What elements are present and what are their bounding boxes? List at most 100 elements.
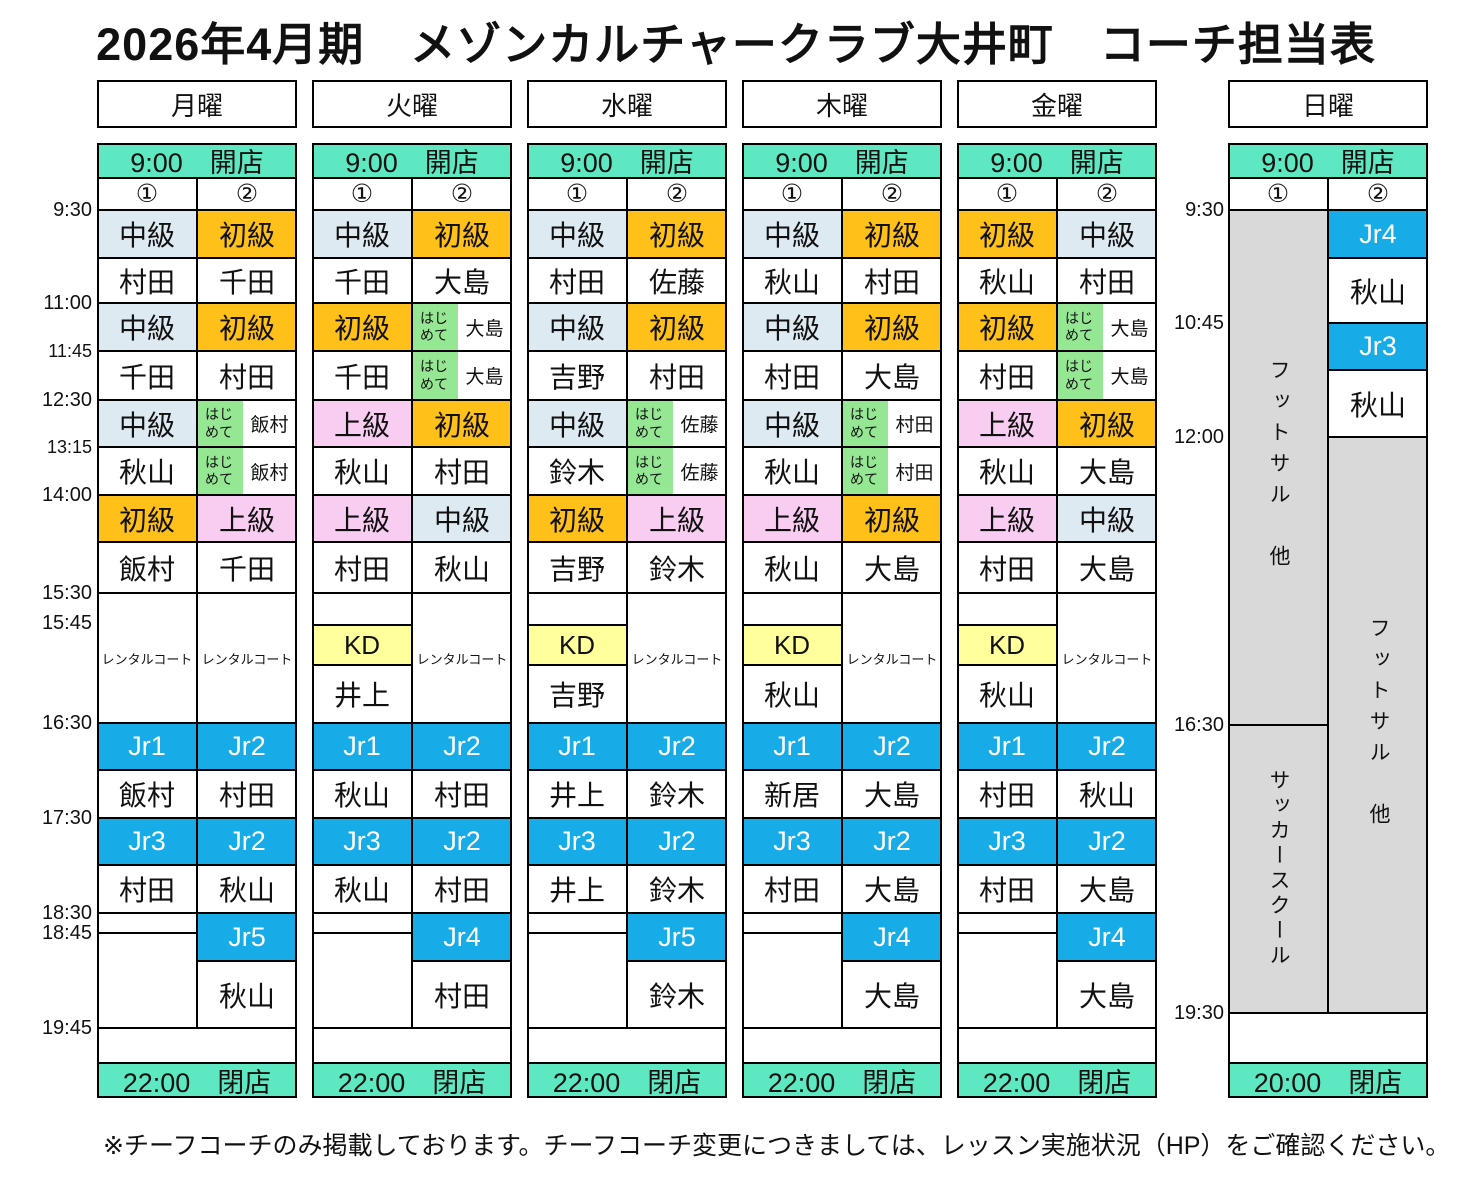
first-time-label: はじめて <box>1058 352 1103 399</box>
level-cell: Jr1 <box>742 723 842 770</box>
level-cell: 中級 <box>742 303 842 351</box>
time-label: 16:30 <box>41 712 92 734</box>
level-cell: 初級 <box>957 210 1057 258</box>
coach-cell: 鈴木 <box>627 961 727 1028</box>
coach-cell: 大島 <box>1057 961 1157 1028</box>
empty-cell <box>527 593 627 625</box>
empty-cell <box>957 933 1057 1028</box>
coach-cell: 村田 <box>412 770 512 818</box>
coach-cell: 村田 <box>957 351 1057 400</box>
coach-cell: 大島 <box>842 351 942 400</box>
empty-row <box>312 1028 512 1063</box>
coach-cell: 井上 <box>527 865 627 913</box>
level-cell: Jr1 <box>97 723 197 770</box>
time-label: 18:30 <box>41 902 92 924</box>
rental-court-cell: レンタルコート <box>97 593 197 723</box>
day-header: 水曜 <box>527 80 727 128</box>
coach-cell: 村田 <box>197 351 297 400</box>
level-cell: Jr3 <box>97 818 197 865</box>
time-label: 15:45 <box>41 612 92 634</box>
kd-cell: KD <box>742 625 842 665</box>
coach-cell: 秋山 <box>97 447 197 495</box>
coach-cell: 新居 <box>742 770 842 818</box>
coach-cell: 秋山 <box>957 665 1057 723</box>
rental-court-cell: レンタルコート <box>1057 593 1157 723</box>
coach-cell: 吉野 <box>527 542 627 593</box>
coach-cell: 秋山 <box>957 258 1057 303</box>
first-time-label: はじめて <box>628 448 673 494</box>
empty-cell <box>742 913 842 933</box>
sunday-activity-cell: フットサル 他 <box>1228 210 1328 725</box>
coach-cell: 大島 <box>842 865 942 913</box>
first-time-cell: はじめて 大島 <box>412 351 512 400</box>
time-label: 14:00 <box>41 484 92 506</box>
level-cell: Jr3 <box>1328 323 1428 370</box>
coach-cell: 千田 <box>197 542 297 593</box>
court-label: ② <box>1328 178 1428 210</box>
coach-name: 村田 <box>895 415 934 436</box>
level-cell: 初級 <box>312 303 412 351</box>
level-cell: 上級 <box>627 495 727 542</box>
time-label: 9:30 <box>53 199 92 221</box>
open-bar: 9:00 開店 <box>957 143 1157 178</box>
coach-cell: 井上 <box>312 665 412 723</box>
coach-cell: 秋山 <box>742 447 842 495</box>
coach-cell: 大島 <box>842 961 942 1028</box>
level-cell: 初級 <box>957 303 1057 351</box>
kd-cell: KD <box>312 625 412 665</box>
level-cell: 中級 <box>742 210 842 258</box>
rental-court-cell: レンタルコート <box>197 593 297 723</box>
level-cell: 中級 <box>527 400 627 447</box>
coach-cell: 村田 <box>412 865 512 913</box>
level-cell: 初級 <box>197 210 297 258</box>
day-table: 9:00 開店 ① ② 中級 千田 初級 千田 上級 秋山 上級 村田 KD 井上 Jr1 秋山 Jr3 秋山初… <box>312 143 512 1098</box>
coach-cell: 千田 <box>312 351 412 400</box>
level-cell: 初級 <box>412 400 512 447</box>
first-time-label: はじめて <box>413 352 458 399</box>
empty-cell <box>957 593 1057 625</box>
level-cell: 初級 <box>197 303 297 351</box>
court-label: ① <box>1228 178 1328 210</box>
level-cell: 中級 <box>1057 210 1157 258</box>
coach-cell: 大島 <box>1057 865 1157 913</box>
coach-cell: 秋山 <box>312 447 412 495</box>
level-cell: 初級 <box>97 495 197 542</box>
kd-cell: KD <box>527 625 627 665</box>
court-label: ② <box>627 178 727 210</box>
coach-name: 飯村 <box>250 462 289 484</box>
empty-row <box>957 1028 1157 1063</box>
empty-cell <box>527 913 627 933</box>
coach-cell: 大島 <box>842 542 942 593</box>
first-time-label: はじめて <box>843 401 888 446</box>
close-bar: 22:00 閉店 <box>97 1063 297 1098</box>
empty-cell <box>742 933 842 1028</box>
coach-cell: 秋山 <box>957 447 1057 495</box>
coach-cell: 村田 <box>957 542 1057 593</box>
coach-cell: 大島 <box>842 770 942 818</box>
day-table: 9:00 開店 ① ② 中級 村田 中級 千田 中級 秋山 初級 飯村 レンタルコート Jr1 飯村 Jr3… <box>97 143 297 1098</box>
level-cell: 初級 <box>412 210 512 258</box>
level-cell: Jr2 <box>627 818 727 865</box>
level-cell: Jr2 <box>1057 723 1157 770</box>
level-cell: 上級 <box>312 400 412 447</box>
first-time-cell: はじめて 飯村 <box>197 400 297 447</box>
coach-cell: 千田 <box>97 351 197 400</box>
level-cell: 初級 <box>842 210 942 258</box>
empty-cell <box>742 593 842 625</box>
first-time-cell: はじめて 佐藤 <box>627 400 727 447</box>
coach-cell: 村田 <box>412 961 512 1028</box>
close-bar: 20:00 閉店 <box>1228 1063 1428 1098</box>
court-label: ② <box>197 178 297 210</box>
court-label: ② <box>842 178 942 210</box>
time-label: 9:30 <box>1185 199 1224 221</box>
court-label: ① <box>742 178 842 210</box>
empty-row <box>527 1028 727 1063</box>
coach-cell: 秋山 <box>197 865 297 913</box>
coach-cell: 鈴木 <box>627 770 727 818</box>
coach-name: 大島 <box>465 367 504 388</box>
coach-cell: 秋山 <box>1057 770 1157 818</box>
level-cell: 中級 <box>97 210 197 258</box>
day-table: 9:00 開店 ① ② 初級 秋山 初級 村田 上級 秋山 上級 村田 KD 秋山 Jr1 村田 Jr3 村田中… <box>957 143 1157 1098</box>
level-cell: Jr3 <box>742 818 842 865</box>
